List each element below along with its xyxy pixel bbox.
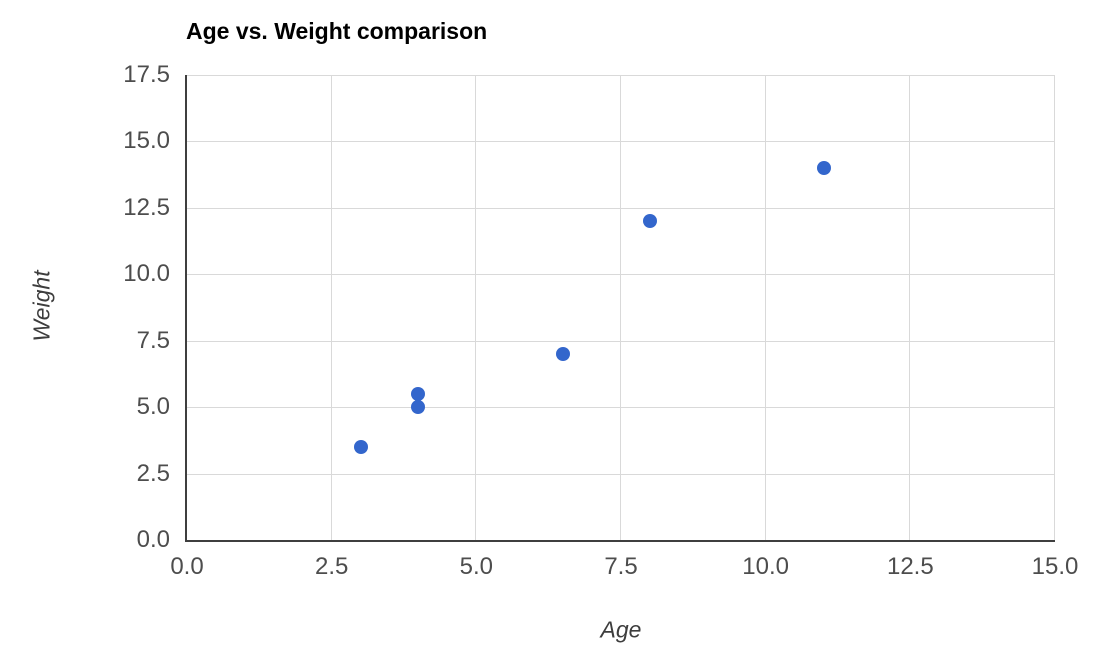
horizontal-gridline [187, 407, 1055, 408]
data-point [642, 214, 657, 229]
horizontal-gridline [187, 208, 1055, 209]
y-tick-label: 7.5 [136, 326, 170, 354]
x-tick-label: 7.5 [604, 553, 638, 580]
horizontal-gridline [187, 341, 1055, 342]
x-axis-title: Age [600, 616, 642, 643]
data-point [556, 347, 571, 361]
vertical-gridline [475, 75, 476, 540]
horizontal-gridline [187, 141, 1055, 142]
vertical-gridline [620, 75, 621, 540]
y-tick-label: 12.5 [123, 193, 170, 221]
horizontal-gridline [187, 474, 1055, 475]
data-point [816, 161, 831, 175]
x-tick-label: 5.0 [459, 553, 494, 580]
y-tick-label: 0.0 [136, 526, 170, 553]
x-tick-label: 12.5 [886, 553, 934, 580]
vertical-gridline [909, 75, 910, 540]
plot-area [185, 75, 1055, 542]
data-point [353, 440, 368, 454]
chart-title: Age vs. Weight comparison [186, 18, 488, 44]
y-tick-label: 10.0 [123, 260, 170, 288]
vertical-gridline [765, 75, 766, 540]
x-tick-label: 10.0 [742, 553, 790, 580]
y-axis-title: Weight [28, 270, 55, 342]
y-tick-label: 2.5 [136, 459, 170, 487]
data-point [411, 400, 426, 415]
horizontal-gridline [187, 274, 1055, 275]
x-tick-label: 15.0 [1031, 553, 1079, 580]
y-tick-label: 15.0 [123, 127, 170, 155]
vertical-gridline [1054, 75, 1055, 540]
y-tick-label: 5.0 [136, 393, 170, 421]
x-tick-label: 2.5 [314, 553, 349, 580]
vertical-gridline [331, 75, 332, 540]
y-tick-label: 17.5 [123, 61, 170, 88]
data-point [411, 386, 426, 401]
x-tick-label: 0.0 [170, 553, 204, 580]
horizontal-gridline [187, 75, 1055, 76]
